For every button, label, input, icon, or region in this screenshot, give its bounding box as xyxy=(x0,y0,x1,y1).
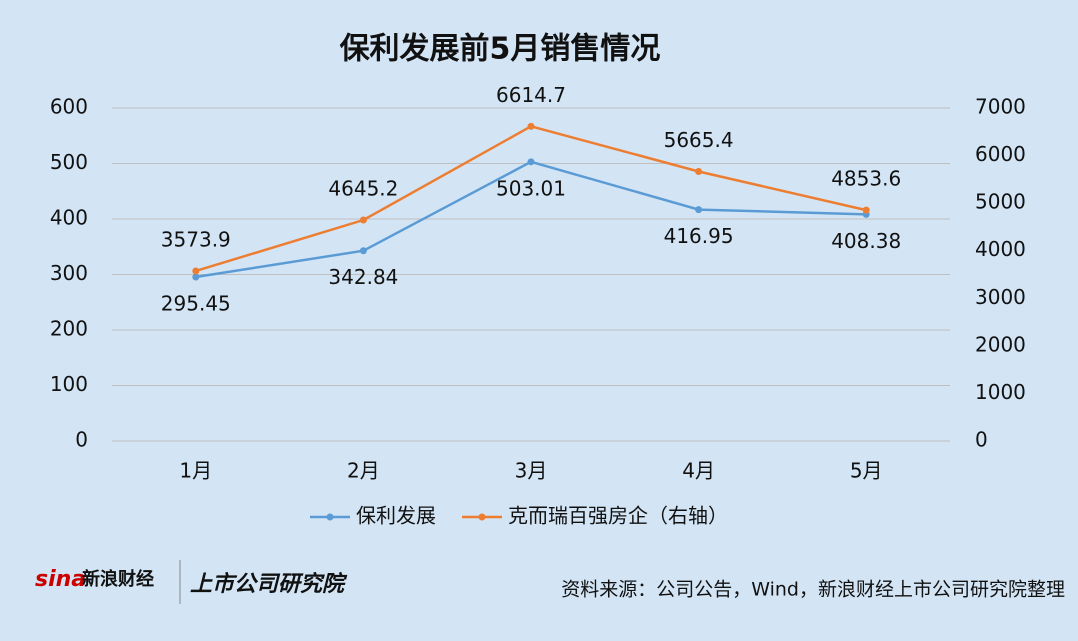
y-tick-label: 0 xyxy=(75,428,88,452)
data-point xyxy=(695,167,703,175)
x-tick-label: 5月 xyxy=(850,459,883,483)
data-point xyxy=(695,206,703,214)
legend-label: 保利发展 xyxy=(356,504,436,528)
y2-tick-label: 3000 xyxy=(975,285,1026,309)
chart-title: 保利发展前5月销售情况 xyxy=(340,32,661,67)
logo-sina: sina xyxy=(35,567,86,592)
y-tick-label: 200 xyxy=(50,317,88,341)
y2-tick-label: 5000 xyxy=(975,190,1026,214)
y2-tick-label: 4000 xyxy=(975,237,1026,261)
legend-marker xyxy=(326,513,334,521)
data-label: 6614.7 xyxy=(496,83,566,107)
x-tick-label: 4月 xyxy=(682,459,715,483)
logo-institute: 上市公司研究院 xyxy=(190,571,348,597)
y2-tick-label: 7000 xyxy=(975,95,1026,119)
data-label: 5665.4 xyxy=(664,128,734,152)
source-note: 资料来源：公司公告，Wind，新浪财经上市公司研究院整理 xyxy=(561,579,1065,601)
data-label: 4853.6 xyxy=(831,167,901,191)
y-tick-label: 400 xyxy=(50,206,88,230)
y2-tick-label: 0 xyxy=(975,428,988,452)
data-label: 342.84 xyxy=(328,265,398,289)
data-point xyxy=(192,273,200,281)
data-point xyxy=(527,122,535,130)
data-label: 3573.9 xyxy=(161,227,231,251)
x-tick-label: 3月 xyxy=(515,459,548,483)
y2-tick-label: 2000 xyxy=(975,332,1026,356)
data-point xyxy=(862,206,870,214)
data-point xyxy=(192,267,200,275)
data-point xyxy=(359,216,367,224)
data-label: 408.38 xyxy=(831,229,901,253)
logo-name: 新浪财经 xyxy=(82,568,154,590)
y-tick-label: 500 xyxy=(50,150,88,174)
x-tick-label: 1月 xyxy=(179,459,212,483)
legend-label: 克而瑞百强房企（右轴） xyxy=(508,504,728,528)
data-label: 4645.2 xyxy=(328,177,398,201)
y-tick-label: 100 xyxy=(50,372,88,396)
legend-marker xyxy=(478,513,486,521)
y-tick-label: 300 xyxy=(50,261,88,285)
y2-tick-label: 1000 xyxy=(975,380,1026,404)
y-tick-label: 600 xyxy=(50,95,88,119)
x-tick-label: 2月 xyxy=(347,459,380,483)
data-label: 416.95 xyxy=(664,224,734,248)
y2-tick-label: 6000 xyxy=(975,142,1026,166)
data-label: 503.01 xyxy=(496,176,566,200)
data-label: 295.45 xyxy=(161,292,231,316)
data-point xyxy=(527,158,535,166)
data-point xyxy=(359,247,367,255)
